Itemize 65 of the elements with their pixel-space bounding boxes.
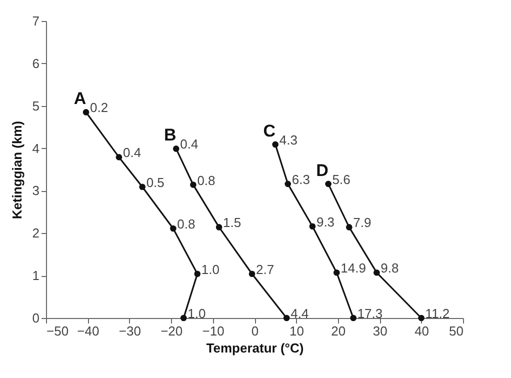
annotation: 6.3 — [292, 172, 310, 187]
series-label: A — [74, 89, 86, 108]
x-tick-label: 10 — [289, 324, 304, 338]
annotation: 4.3 — [279, 132, 298, 148]
annotation: 7.9 — [353, 215, 372, 230]
annotation: 2.7 — [256, 262, 274, 277]
point — [325, 180, 332, 188]
y-tick-label: 1 — [32, 268, 40, 284]
series-label: D — [316, 160, 328, 180]
point — [418, 314, 424, 322]
annotation: 17.3 — [357, 306, 383, 321]
point — [283, 314, 290, 322]
annotation: 1.0 — [201, 262, 220, 277]
annotation: 1.0 — [188, 306, 206, 321]
point — [180, 314, 187, 322]
annotation: 4.4 — [290, 306, 309, 321]
x-tick-label: 30 — [372, 324, 388, 338]
x-tick-label: −20 — [160, 324, 183, 338]
annotation: 9.3 — [316, 214, 335, 230]
annotation: 5.6 — [332, 172, 350, 187]
annotation: 9.8 — [380, 260, 399, 276]
x-tick-label: 40 — [414, 324, 430, 338]
point — [346, 224, 352, 230]
annotation: 11.2 — [425, 306, 450, 321]
point — [170, 225, 176, 232]
x-tick-label: −30 — [118, 324, 141, 338]
series-label: B — [164, 126, 176, 145]
y-tick-label: 6 — [32, 56, 40, 71]
annotation: 0.2 — [90, 100, 108, 116]
x-tick-label: 0 — [251, 324, 259, 338]
y-tick-label: 3 — [32, 183, 40, 198]
x-tick-label: −40 — [77, 324, 100, 338]
y-axis-title: Ketinggian (km) — [9, 120, 24, 220]
annotation: 0.4 — [180, 136, 198, 152]
y-tick-label: 0 — [32, 310, 40, 326]
annotation: 0.4 — [122, 145, 142, 160]
point — [82, 109, 90, 116]
point — [350, 314, 356, 322]
x-tick-label: −10 — [202, 324, 224, 338]
annotation: 14.9 — [340, 260, 366, 276]
x-tick-label: 50 — [449, 324, 464, 338]
x-axis-title: Temperatur (°C) — [206, 340, 304, 356]
point — [284, 180, 292, 188]
y-tick-label: 4 — [32, 140, 40, 156]
series-label: C — [263, 121, 276, 140]
point — [333, 269, 340, 276]
point — [374, 269, 380, 276]
point — [116, 154, 122, 160]
x-tick-label: −50 — [46, 324, 69, 338]
point — [272, 141, 279, 148]
point — [194, 270, 201, 278]
point — [216, 224, 222, 230]
y-tick-label: 2 — [32, 226, 40, 241]
annotation: 0.8 — [197, 172, 216, 188]
y-tick-label: 7 — [32, 14, 40, 28]
point — [190, 182, 196, 188]
point — [139, 184, 146, 190]
y-tick-label: 5 — [32, 98, 40, 114]
x-tick-label: 20 — [331, 324, 346, 338]
annotation: 0.8 — [177, 216, 196, 232]
annotation: 1.5 — [223, 215, 242, 230]
annotation: 0.5 — [146, 174, 164, 190]
point — [248, 270, 256, 278]
point — [309, 223, 316, 230]
point — [172, 146, 180, 152]
